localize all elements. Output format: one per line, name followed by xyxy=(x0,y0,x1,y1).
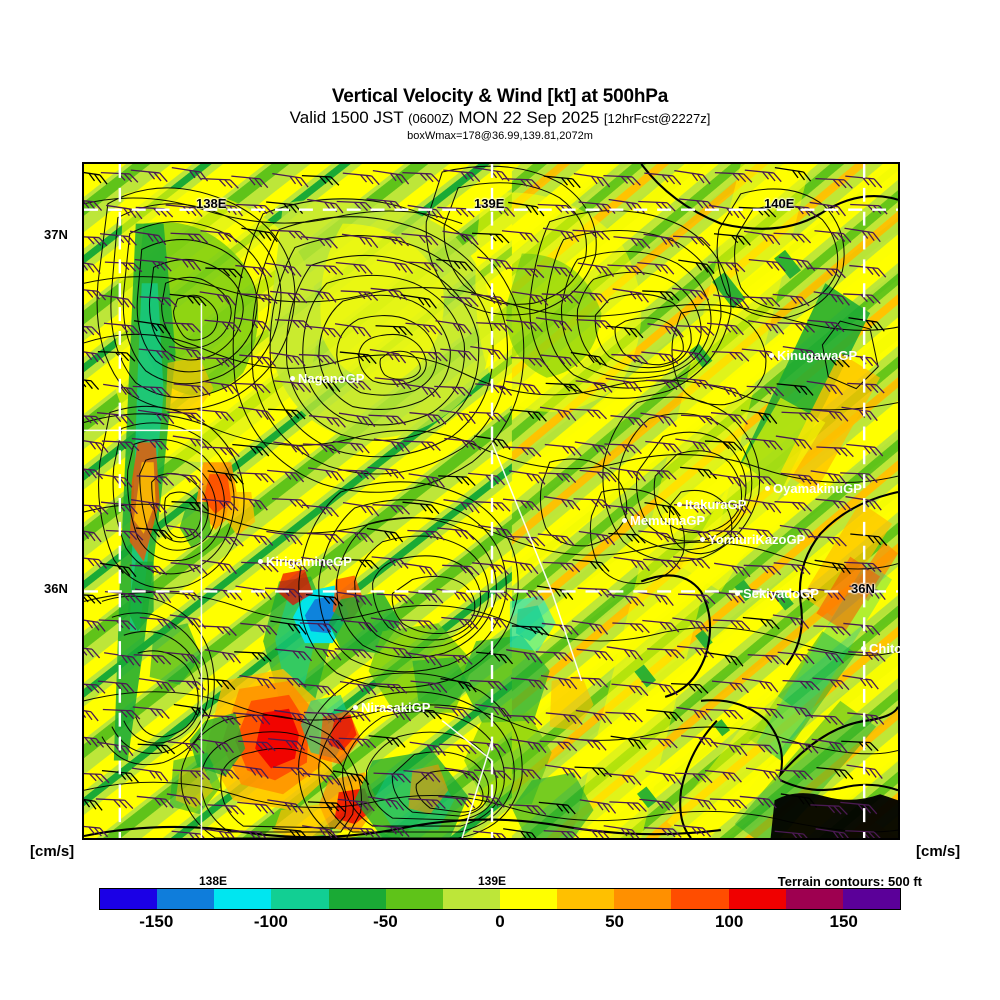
station-label-itakuragp[interactable]: ItakuraGP xyxy=(677,497,746,512)
station-name: Chitone xyxy=(869,641,918,656)
colorbar-segment-6 xyxy=(442,889,500,909)
colorbar-segment-1 xyxy=(157,889,215,909)
colorbar-segment-0 xyxy=(100,889,158,909)
valid-time-prefix: Valid 1500 JST xyxy=(289,108,409,127)
station-name: FujinoteGP xyxy=(400,870,470,885)
station-dot-icon xyxy=(258,559,263,565)
colorbar-tick--50: -50 xyxy=(373,912,398,931)
station-label-oyamakinugp[interactable]: OyamakinuGP xyxy=(765,481,862,496)
colorbar-segment-10 xyxy=(671,889,729,909)
station-label-fujinotegp[interactable]: FujinoteGP xyxy=(392,870,469,885)
lon-label-139E-top: 139E xyxy=(474,196,505,211)
colorbar-ticks: -150 -100 -50 0 50 100 150 xyxy=(99,912,901,936)
lon-label-138E-top: 138E xyxy=(196,196,227,211)
colorbar-segment-7 xyxy=(499,889,558,909)
colorbar-tick--100: -100 xyxy=(253,912,288,931)
colorbar[interactable] xyxy=(99,888,901,910)
station-name: MemumaGP xyxy=(630,513,706,528)
colorbar-tick-150: 150 xyxy=(829,912,858,931)
lon-label-139E-bottom: 139E xyxy=(477,874,507,888)
colorbar-segment-9 xyxy=(614,889,672,909)
colorbar-segment-3 xyxy=(271,889,329,909)
station-name: SekiyadoGP xyxy=(743,586,819,601)
forecast-tag: [12hrFcst@2227z] xyxy=(603,111,711,126)
colorbar-tick--150: -150 xyxy=(139,912,174,931)
station-name: NirasakiGP xyxy=(361,700,431,715)
latlon-grid xyxy=(84,164,898,838)
station-dot-icon xyxy=(765,486,770,492)
station-label-yomiurikazogp[interactable]: YomiuriKazoGP xyxy=(700,532,805,547)
colorbar-segment-12 xyxy=(785,889,843,909)
station-dot-icon xyxy=(769,353,774,359)
station-dot-icon xyxy=(700,537,705,543)
colorbar-tick-0: 0 xyxy=(495,912,505,931)
station-dot-icon xyxy=(735,591,740,597)
chart-title: Vertical Velocity & Wind [kt] at 500hPa xyxy=(331,86,669,107)
map-plot-area[interactable] xyxy=(82,162,900,840)
station-dot-icon xyxy=(622,518,627,524)
unit-label-right: [cm/s] xyxy=(916,843,961,860)
station-name: NaganoGP xyxy=(298,371,365,386)
colorbar-segment-4 xyxy=(328,889,386,909)
chart-subtitle: Valid 1500 JST (0600Z) MON 22 Sep 2025 [… xyxy=(0,108,1000,129)
station-label-chitone[interactable]: Chitone xyxy=(861,641,917,656)
terrain-contour-note: Terrain contours: 500 ft xyxy=(777,874,922,889)
lat-label-36N-right: 36N xyxy=(851,581,875,596)
colorbar-tick-50: 50 xyxy=(605,912,625,931)
lon-label-140E-top: 140E xyxy=(764,196,795,211)
station-name: KirigamineGP xyxy=(266,554,352,569)
station-dot-icon xyxy=(861,646,866,652)
station-label-kirigaminegp[interactable]: KirigamineGP xyxy=(258,554,352,569)
boxwmax-annotation: boxWmax=178@36.99,139.81,2072m xyxy=(407,130,593,142)
lat-label-37N: 37N xyxy=(44,227,68,242)
station-dot-icon xyxy=(290,376,295,382)
station-name: OyamakinuGP xyxy=(773,481,862,496)
station-label-memumagp[interactable]: MemumaGP xyxy=(622,513,705,528)
valid-time-utc: (0600Z) xyxy=(408,111,454,126)
unit-label-left: [cm/s] xyxy=(30,843,75,860)
valid-date: MON 22 Sep 2025 xyxy=(453,108,604,127)
station-label-sekiyadogp[interactable]: SekiyadoGP xyxy=(735,586,819,601)
colorbar-segment-11 xyxy=(728,889,786,909)
station-label-naganogp[interactable]: NaganoGP xyxy=(290,371,364,386)
colorbar-segment-8 xyxy=(557,889,615,909)
colorbar-segment-5 xyxy=(385,889,443,909)
station-dot-icon xyxy=(353,705,358,711)
station-dot-icon xyxy=(677,502,682,508)
station-name: YomiuriKazoGP xyxy=(708,532,806,547)
station-name: ItakuraGP xyxy=(685,497,747,512)
station-label-kinugawagp[interactable]: KinugawaGP xyxy=(769,348,857,363)
title-block: Vertical Velocity & Wind [kt] at 500hPa … xyxy=(0,86,1000,143)
colorbar-tick-100: 100 xyxy=(714,912,744,931)
lon-label-138E-bottom: 138E xyxy=(198,874,228,888)
colorbar-segment-13 xyxy=(842,889,900,909)
lat-label-36N-left: 36N xyxy=(44,581,68,596)
station-dot-icon xyxy=(392,875,397,881)
station-label-nirasakigp[interactable]: NirasakiGP xyxy=(353,700,430,715)
colorbar-segment-2 xyxy=(214,889,272,909)
station-name: KinugawaGP xyxy=(777,348,858,363)
vertical-velocity-field xyxy=(84,164,898,838)
terrain-contours xyxy=(84,165,898,838)
